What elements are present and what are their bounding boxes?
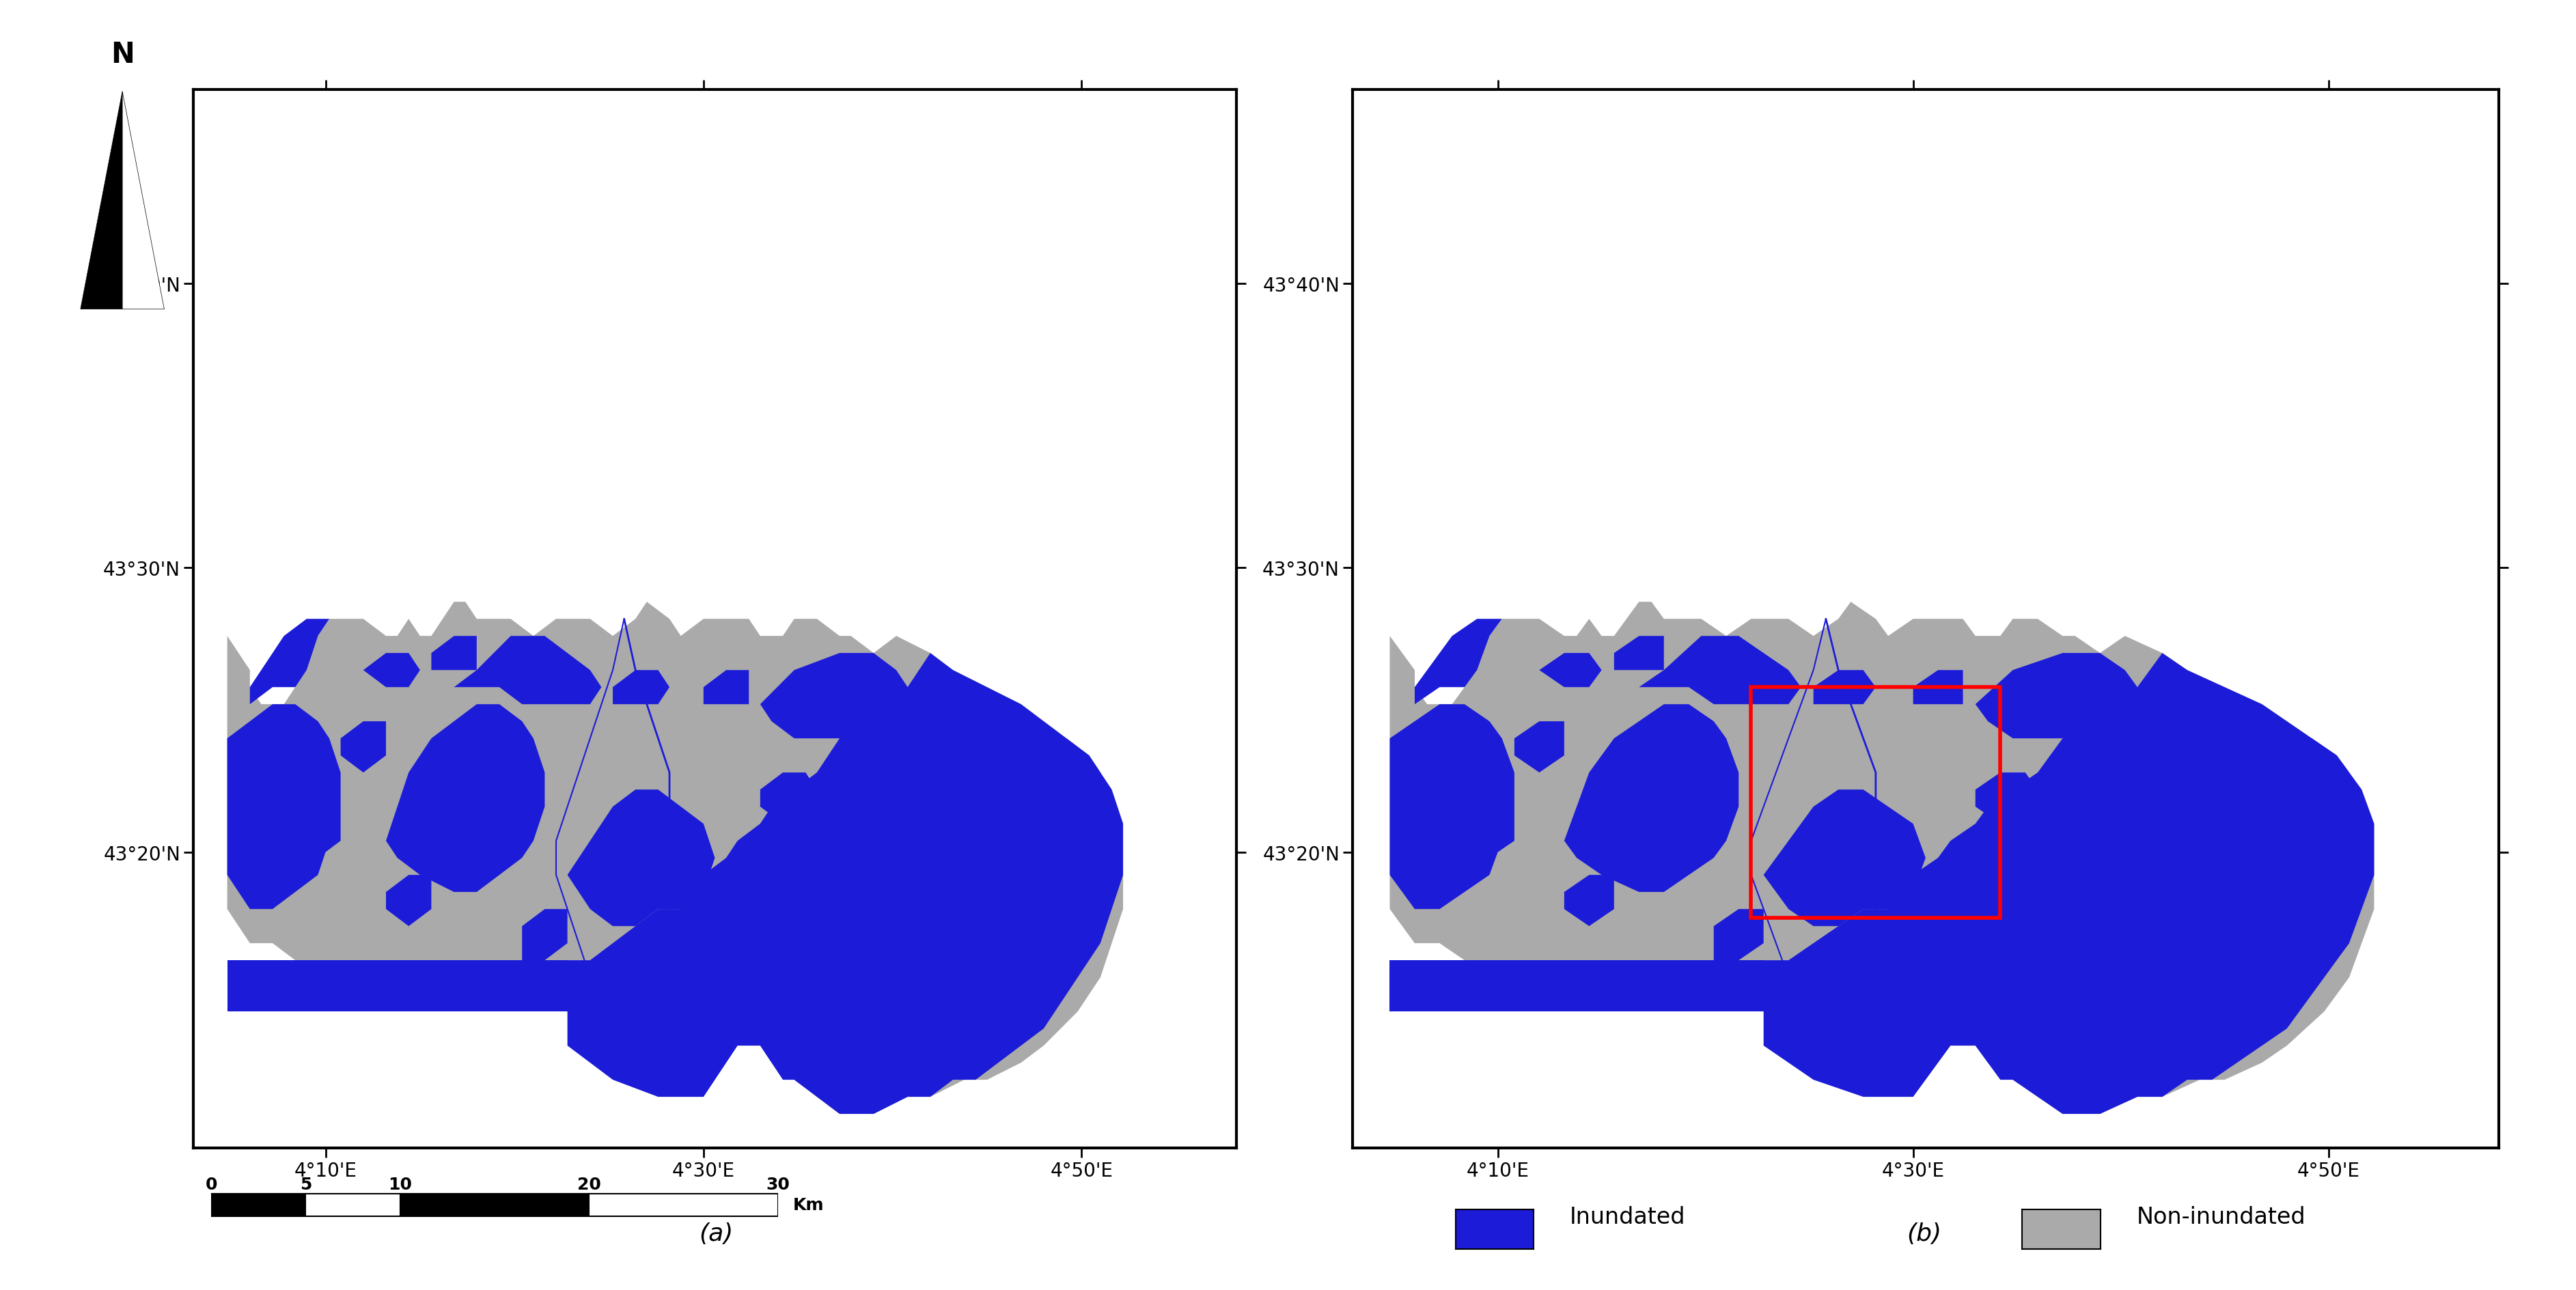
Polygon shape [1814, 671, 1875, 704]
Polygon shape [1540, 653, 1602, 688]
Text: (b): (b) [1906, 1222, 1942, 1245]
Polygon shape [227, 602, 1123, 1115]
Bar [1752, 688, 2002, 917]
Polygon shape [1638, 636, 1801, 704]
Polygon shape [250, 619, 330, 704]
Polygon shape [124, 92, 165, 310]
Text: Inundated: Inundated [1569, 1205, 1685, 1228]
Polygon shape [1466, 806, 1515, 858]
Polygon shape [2138, 704, 2200, 773]
Polygon shape [567, 789, 714, 926]
Polygon shape [1391, 961, 1765, 1011]
Polygon shape [760, 653, 907, 739]
Text: 10: 10 [389, 1175, 412, 1192]
Text: 20: 20 [577, 1175, 600, 1192]
Polygon shape [386, 704, 544, 893]
Polygon shape [703, 671, 750, 704]
Text: 5: 5 [299, 1175, 312, 1192]
Polygon shape [2249, 739, 2349, 858]
Bar [399, 1193, 590, 1216]
Polygon shape [1515, 721, 1564, 773]
Polygon shape [1713, 909, 1765, 961]
Bar [307, 1193, 399, 1216]
Polygon shape [907, 704, 963, 773]
Polygon shape [1010, 739, 1100, 858]
Text: 0: 0 [206, 1175, 216, 1192]
Polygon shape [296, 806, 340, 858]
Polygon shape [1391, 602, 2375, 1115]
Polygon shape [1765, 653, 2375, 1115]
Text: (a): (a) [698, 1222, 734, 1245]
Polygon shape [1564, 875, 1615, 926]
Polygon shape [567, 653, 1123, 1115]
Polygon shape [227, 704, 340, 909]
Polygon shape [760, 773, 817, 824]
Text: 30: 30 [765, 1175, 791, 1192]
Polygon shape [2038, 671, 2099, 704]
Polygon shape [1391, 704, 1515, 909]
Polygon shape [430, 636, 477, 671]
Text: N: N [111, 40, 134, 68]
Bar [590, 1193, 778, 1216]
Polygon shape [453, 636, 600, 704]
Text: Km: Km [793, 1197, 824, 1213]
Polygon shape [613, 671, 670, 704]
Polygon shape [363, 653, 420, 688]
Polygon shape [1976, 653, 2138, 739]
Polygon shape [1914, 671, 1963, 704]
Text: Non-inundated: Non-inundated [2136, 1205, 2306, 1228]
Polygon shape [1976, 773, 2038, 824]
Bar [211, 1193, 307, 1216]
Polygon shape [386, 875, 430, 926]
Polygon shape [1564, 704, 1739, 893]
Polygon shape [817, 671, 873, 704]
Polygon shape [340, 721, 386, 773]
Polygon shape [523, 909, 567, 961]
Polygon shape [1414, 619, 1502, 704]
Polygon shape [80, 92, 124, 310]
Polygon shape [227, 961, 567, 1011]
Polygon shape [1765, 789, 1927, 926]
Polygon shape [1615, 636, 1664, 671]
